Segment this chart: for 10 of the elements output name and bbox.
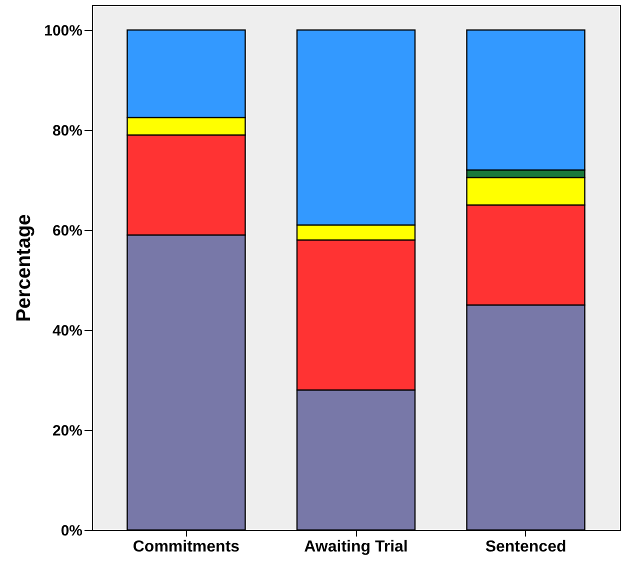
x-tick-label: Awaiting Trial (304, 538, 408, 556)
y-tick-label: 60% (52, 222, 82, 240)
x-tick-label: Sentenced (485, 538, 566, 556)
x-tick-label: Commitments (132, 538, 240, 556)
y-axis-title: Percentage (13, 214, 36, 322)
y-tick-label: 80% (52, 122, 82, 140)
y-tick-label: 0% (60, 522, 82, 540)
y-tick-label: 20% (52, 422, 82, 440)
y-tick-label: 40% (52, 322, 82, 340)
y-tick-label: 100% (44, 22, 82, 40)
